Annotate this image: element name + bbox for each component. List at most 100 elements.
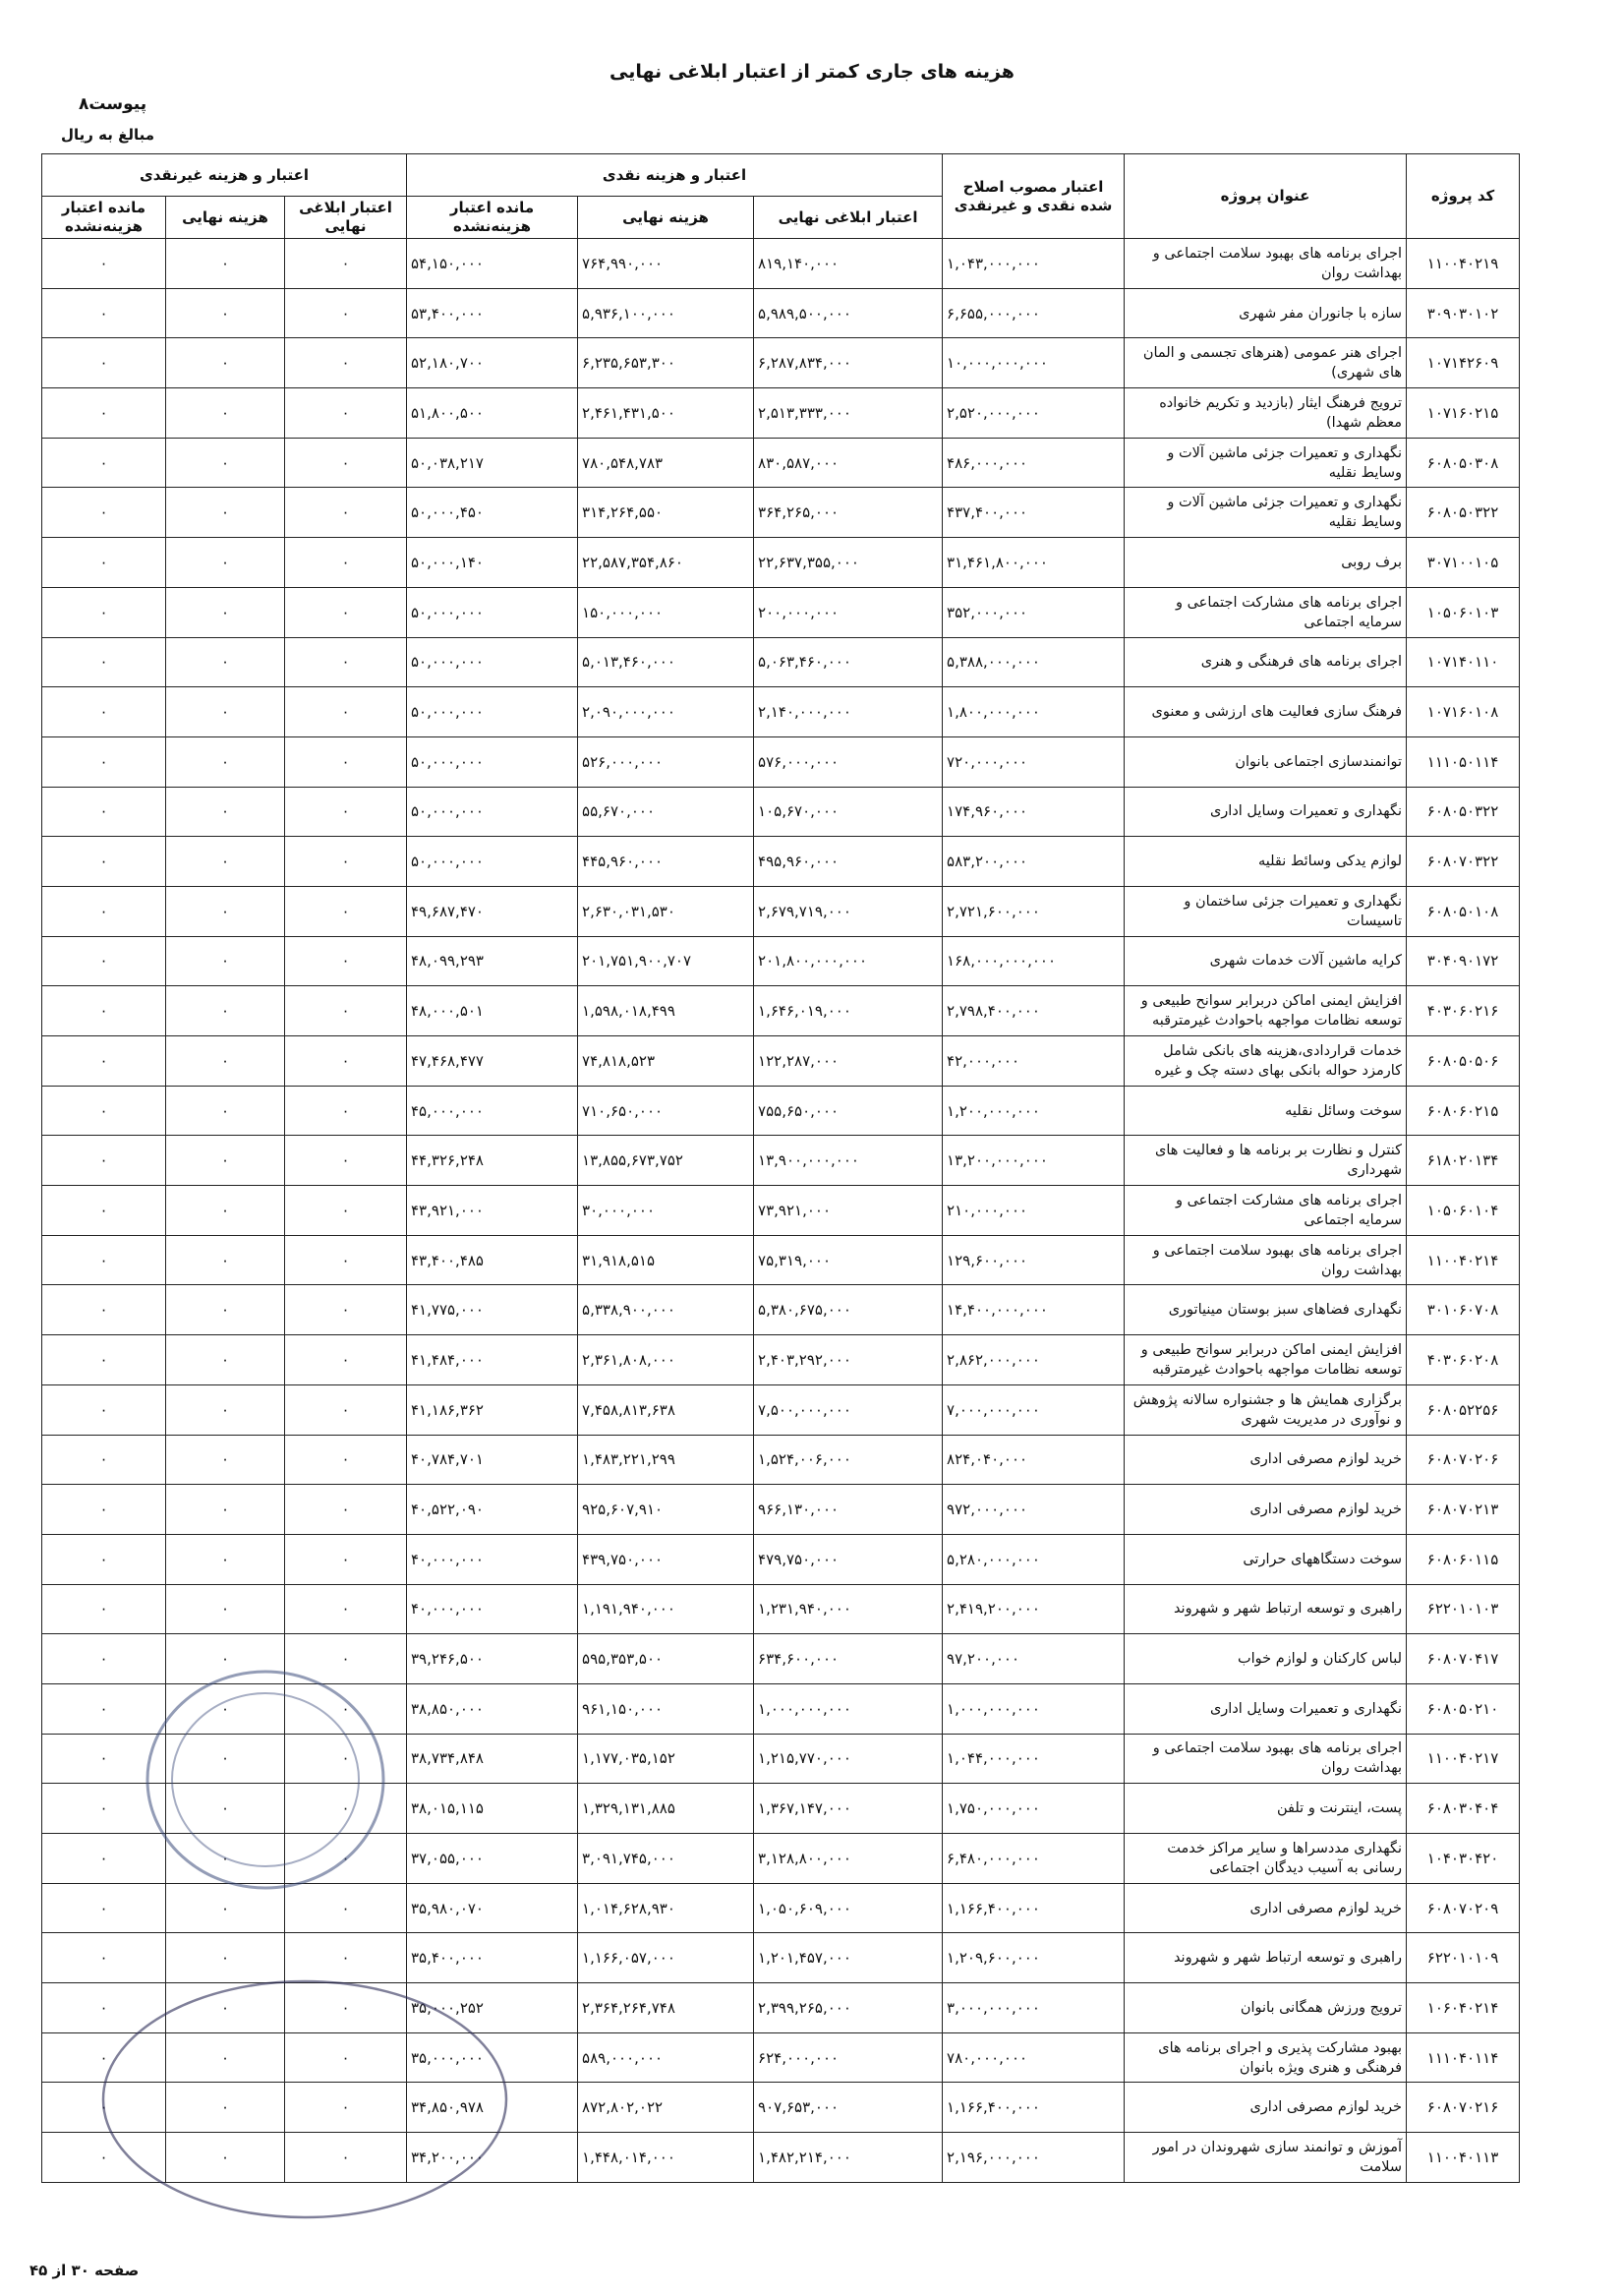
amount-cell: ٠ <box>41 1833 166 1884</box>
table-row: ۶۱۸۰۲۰۱۳۴ کنترل و نظارت بر برنامه ها و فع… <box>41 1135 1521 1187</box>
amount-cell: ۵۰,۰۰۰,۰۰۰ <box>405 786 579 838</box>
amount-cell: ٠ <box>41 2082 166 2134</box>
amount-cell: ٠ <box>284 437 407 489</box>
project-code: ۶۰۸۰۷۰۲۱۶ <box>1406 2082 1521 2134</box>
amount-cell: ٠ <box>165 1733 285 1785</box>
project-code: ۶۲۲۰۱۰۱۰۳ <box>1406 1583 1521 1635</box>
project-title: خرید لوازم مصرفی اداری <box>1124 1434 1408 1486</box>
amount-cell: ۳۸,۸۵۰,۰۰۰ <box>405 1682 579 1735</box>
amount-cell: ۱,۳۲۹,۱۳۱,۸۸۵ <box>577 1783 755 1834</box>
table-row: ۶۰۸۰۶۰۲۱۵ سوخت وسائل نقلیه ۱,۲۰۰,۰۰۰,۰۰۰ ۷۵… <box>41 1085 1521 1137</box>
amount-cell: ۶,۲۸۷,۸۳۴,۰۰۰ <box>753 337 944 389</box>
amount-cell: ۹۰۷,۶۵۳,۰۰۰ <box>753 2082 944 2134</box>
amount-cell: ۵,۲۸۰,۰۰۰,۰۰۰ <box>942 1533 1126 1585</box>
amount-cell: ۳۶۴,۲۶۵,۰۰۰ <box>753 487 944 539</box>
project-title: کنترل و نظارت بر برنامه ها و فعالیت های … <box>1124 1135 1408 1187</box>
amount-cell: ۱,۲۳۱,۹۴۰,۰۰۰ <box>753 1583 944 1635</box>
header-row: اعتبار ابلاغی نهایی هزینه نهایی مانده اع… <box>41 196 1520 239</box>
amount-cell: ۵۸۳,۲۰۰,۰۰۰ <box>942 836 1126 887</box>
amount-cell: ۱۶۸,۰۰۰,۰۰۰,۰۰۰ <box>942 935 1126 987</box>
amount-cell: ٠ <box>284 1682 407 1735</box>
amount-cell: ۱,۴۸۳,۲۲۱,۲۹۹ <box>577 1434 755 1486</box>
amount-cell: ٠ <box>41 1733 166 1785</box>
project-title: نگهداری و تعمیرات جزئی ماشین آلات و وسای… <box>1124 437 1408 489</box>
amount-cell: ۴۹,۶۸۷,۴۷۰ <box>405 885 579 937</box>
project-title: سوخت دستگاههای حرارتی <box>1124 1533 1408 1585</box>
amount-cell: ۱۲۹,۶۰۰,۰۰۰ <box>942 1234 1126 1286</box>
project-title: سازه با جانوران مفر شهری <box>1124 287 1408 339</box>
amount-cell: ۲,۳۶۴,۲۶۴,۷۴۸ <box>577 1982 755 2033</box>
amount-cell: ٠ <box>284 1533 407 1585</box>
amount-cell: ۱,۴۸۲,۲۱۴,۰۰۰ <box>753 2132 944 2183</box>
amount-cell: ٠ <box>284 1882 407 1934</box>
amount-cell: ٠ <box>41 1882 166 1934</box>
amount-cell: ۳۸,۰۱۵,۱۱۵ <box>405 1783 579 1834</box>
amount-cell: ۳,۱۲۸,۸۰۰,۰۰۰ <box>753 1833 944 1884</box>
amount-cell: ٠ <box>41 686 166 737</box>
amount-cell: ۷۳,۹۲۱,۰۰۰ <box>753 1185 944 1236</box>
amount-cell: ٠ <box>284 1982 407 2033</box>
amount-cell: ۱,۸۰۰,۰۰۰,۰۰۰ <box>942 686 1126 737</box>
amount-cell: ۶۲۴,۰۰۰,۰۰۰ <box>753 2031 944 2084</box>
amount-cell: ٠ <box>41 1633 166 1684</box>
amount-cell: ۳,۰۹۱,۷۴۵,۰۰۰ <box>577 1833 755 1884</box>
amount-cell: ۱۰,۰۰۰,۰۰۰,۰۰۰ <box>942 337 1126 389</box>
amount-cell: ۱۳,۹۰۰,۰۰۰,۰۰۰ <box>753 1135 944 1187</box>
amount-cell: ٠ <box>284 686 407 737</box>
amount-cell: ۴۲,۰۰۰,۰۰۰ <box>942 1035 1126 1087</box>
project-code: ۶۰۸۰۵۰۵۰۶ <box>1406 1035 1521 1087</box>
table-row: ۶۰۸۰۷۰۲۰۹ خرید لوازم مصرفی اداری ۱,۱۶۶,۴۰۰… <box>41 1882 1521 1934</box>
amount-cell: ٠ <box>165 387 285 439</box>
amount-cell: ٠ <box>165 1932 285 1984</box>
amount-cell: ۶۳۴,۶۰۰,۰۰۰ <box>753 1633 944 1684</box>
amount-cell: ٠ <box>41 636 166 688</box>
group-header: اعتبار و هزینه نقدی <box>405 153 944 197</box>
project-title: اجرای برنامه های بهبود سلامت اجتماعی و ب… <box>1124 1733 1408 1785</box>
amount-cell: ۱,۰۵۰,۶۰۹,۰۰۰ <box>753 1882 944 1934</box>
amount-cell: ۵,۰۶۳,۴۶۰,۰۰۰ <box>753 636 944 688</box>
amount-cell: ٠ <box>165 1633 285 1684</box>
table-row: ۴۰۳۰۶۰۲۰۸ افزایش ایمنی اماکن دربرابر سوان… <box>41 1334 1521 1385</box>
amount-cell: ٠ <box>284 1633 407 1684</box>
project-title: ترویج فرهنگ ایثار (بازدید و تکریم خانواد… <box>1124 387 1408 439</box>
amount-cell: ۳۴,۲۰۰,۰۰۰ <box>405 2132 579 2183</box>
amount-cell: ۲۰۱,۷۵۱,۹۰۰,۷۰۷ <box>577 935 755 987</box>
amount-cell: ٠ <box>41 1533 166 1585</box>
amount-cell: ٠ <box>165 337 285 389</box>
amount-cell: ٠ <box>165 487 285 539</box>
column-header: اعتبار ابلاغی نهایی <box>284 196 407 239</box>
amount-cell: ٠ <box>284 1035 407 1087</box>
amount-cell: ۱۷۴,۹۶۰,۰۰۰ <box>942 786 1126 838</box>
project-title: سوخت وسائل نقلیه <box>1124 1085 1408 1137</box>
table-row: ۶۲۲۰۱۰۱۰۹ راهبری و توسعه ارتباط شهر و شهر… <box>41 1932 1521 1984</box>
amount-cell: ٠ <box>41 1334 166 1385</box>
project-title: نگهداری مددسراها و سایر مراکز خدمت رسانی… <box>1124 1833 1408 1884</box>
amount-cell: ۱,۱۷۷,۰۳۵,۱۵۲ <box>577 1733 755 1785</box>
amount-cell: ۵,۹۳۶,۱۰۰,۰۰۰ <box>577 287 755 339</box>
project-code: ۶۰۸۰۵۰۳۲۲ <box>1406 487 1521 539</box>
amount-cell: ٠ <box>284 287 407 339</box>
amount-cell: ۴۱,۱۸۶,۳۶۲ <box>405 1383 579 1436</box>
amount-cell: ٠ <box>165 437 285 489</box>
table-row: ۱۱۱۰۵۰۱۱۴ توانمندسازی اجتماعی بانوان ۷۲۰,۰… <box>41 736 1521 788</box>
project-title: آموزش و توانمند سازی شهروندان در امور سل… <box>1124 2132 1408 2183</box>
amount-cell: ٠ <box>284 1932 407 1984</box>
amount-cell: ٠ <box>41 586 166 638</box>
amount-cell: ۱,۵۲۴,۰۰۶,۰۰۰ <box>753 1434 944 1486</box>
project-title: راهبری و توسعه ارتباط شهر و شهروند <box>1124 1932 1408 1984</box>
project-title: کرایه ماشین آلات خدمات شهری <box>1124 935 1408 987</box>
project-title: خدمات قراردادی،هزینه های بانکی شامل کارم… <box>1124 1035 1408 1087</box>
amount-cell: ٠ <box>165 1383 285 1436</box>
amount-cell: ٠ <box>165 985 285 1036</box>
amount-cell: ۵,۳۸۸,۰۰۰,۰۰۰ <box>942 636 1126 688</box>
amount-cell: ۱,۵۹۸,۰۱۸,۴۹۹ <box>577 985 755 1036</box>
amount-cell: ۲,۷۹۸,۴۰۰,۰۰۰ <box>942 985 1126 1036</box>
amount-cell: ۷۴,۸۱۸,۵۲۳ <box>577 1035 755 1087</box>
amount-cell: ٠ <box>41 1932 166 1984</box>
table-row: ۱۰۷۱۴۲۶۰۹ اجرای هنر عمومی (هنرهای تجسمی و… <box>41 337 1521 389</box>
amount-cell: ۴۰,۰۰۰,۰۰۰ <box>405 1533 579 1585</box>
project-title: فرهنگ سازی فعالیت های ارزشی و معنوی <box>1124 686 1408 737</box>
table-row: ۶۰۸۰۷۰۴۱۷ لباس کارکنان و لوازم خواب ۹۷,۲۰۰… <box>41 1633 1521 1684</box>
amount-cell: ۲۲,۵۸۷,۳۵۴,۸۶۰ <box>577 537 755 588</box>
amount-cell: ۹۶۶,۱۳۰,۰۰۰ <box>753 1484 944 1535</box>
